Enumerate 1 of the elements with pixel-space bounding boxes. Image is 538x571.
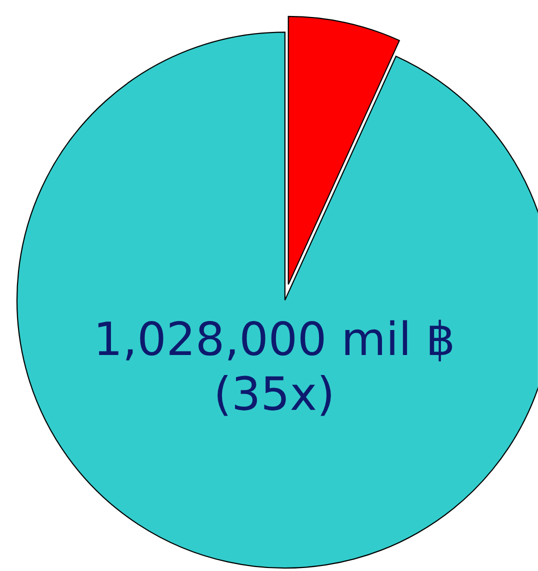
text: 1,028,000 mil ฿ (35x): [98, 320, 452, 416]
